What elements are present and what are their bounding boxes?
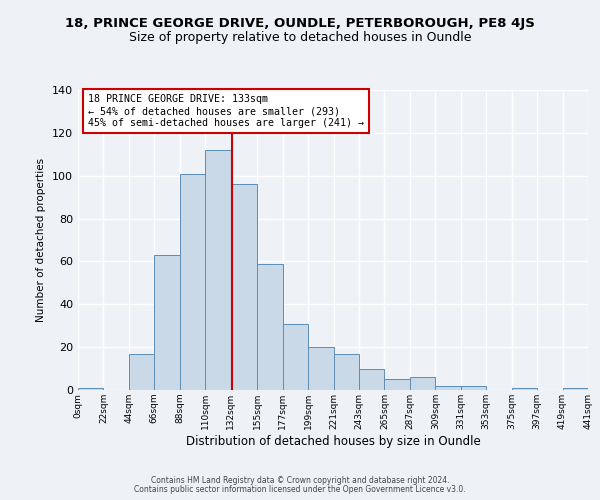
Bar: [230, 184, 257, 390]
Bar: [129, 354, 154, 390]
Text: 18 PRINCE GEORGE DRIVE: 133sqm
← 54% of detached houses are smaller (293)
45% of: 18 PRINCE GEORGE DRIVE: 133sqm ← 54% of …: [88, 94, 364, 128]
Bar: [283, 324, 308, 390]
Text: 18, PRINCE GEORGE DRIVE, OUNDLE, PETERBOROUGH, PE8 4JS: 18, PRINCE GEORGE DRIVE, OUNDLE, PETERBO…: [65, 18, 535, 30]
Bar: [180, 174, 205, 390]
Bar: [512, 388, 537, 390]
X-axis label: Distribution of detached houses by size in Oundle: Distribution of detached houses by size …: [185, 434, 481, 448]
Bar: [308, 347, 334, 390]
Bar: [436, 386, 461, 390]
Bar: [78, 388, 103, 390]
Bar: [257, 264, 283, 390]
Bar: [461, 386, 486, 390]
Bar: [334, 354, 359, 390]
Y-axis label: Number of detached properties: Number of detached properties: [37, 158, 46, 322]
Bar: [563, 388, 588, 390]
Bar: [410, 377, 436, 390]
Text: Size of property relative to detached houses in Oundle: Size of property relative to detached ho…: [129, 31, 471, 44]
Bar: [385, 380, 410, 390]
Bar: [205, 150, 230, 390]
Text: Contains HM Land Registry data © Crown copyright and database right 2024.: Contains HM Land Registry data © Crown c…: [151, 476, 449, 485]
Bar: [359, 368, 385, 390]
Text: Contains public sector information licensed under the Open Government Licence v3: Contains public sector information licen…: [134, 485, 466, 494]
Bar: [154, 255, 180, 390]
